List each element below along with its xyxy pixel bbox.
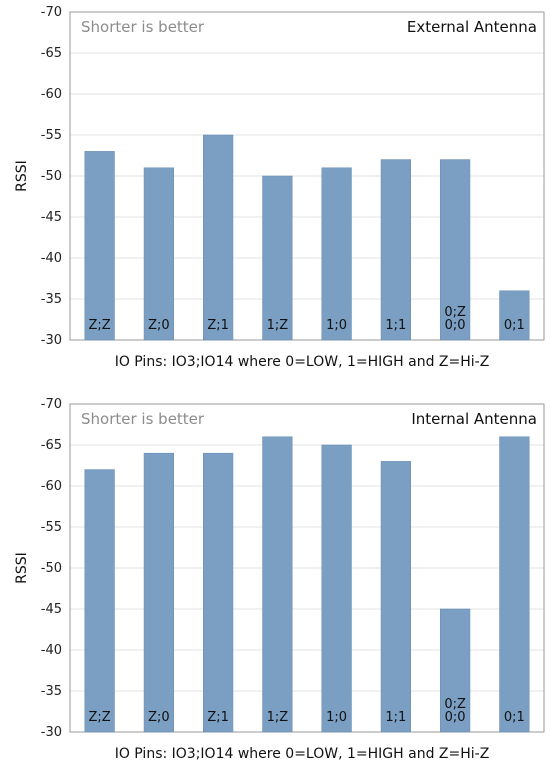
chart-1-category-label-6-0: 0;Z (444, 305, 466, 320)
chart-1-bar-6 (440, 159, 471, 341)
chart-1-y-tick-label-7: -35 (41, 292, 62, 307)
chart-1-y-tick-label-2: -60 (41, 87, 62, 102)
chart-1-y-tick-label-1: -65 (41, 46, 62, 61)
chart-1-category-label-5: 1;1 (385, 318, 406, 333)
chart-2-title: Internal Antenna (411, 410, 537, 428)
chart-2-y-tick-label-0: -70 (41, 397, 62, 412)
chart-2-bar-0 (84, 469, 115, 733)
chart-2-category-label-6-0: 0;Z (444, 697, 466, 712)
chart-2-category-label-4: 1;0 (326, 710, 347, 725)
chart-1-bar-3 (262, 175, 293, 341)
chart-2-y-tick-label-2: -60 (41, 479, 62, 494)
chart-2-bar-6 (440, 608, 471, 733)
chart-1-bar-0 (84, 151, 115, 341)
chart-2-category-label-1: Z;0 (148, 710, 170, 725)
chart-1-category-label-7: 0;1 (504, 318, 525, 333)
chart-1-category-label-6-1: 0;0 (445, 318, 466, 333)
chart-2-x-axis-title: IO Pins: IO3;IO14 where 0=LOW, 1=HIGH an… (115, 746, 490, 762)
chart-2-plot-frame (69, 403, 545, 733)
chart-1-category-label-0: Z;Z (89, 318, 111, 333)
chart-1-y-tick-label-6: -40 (41, 251, 62, 266)
chart-1-bar-2 (203, 134, 234, 341)
chart-1-bar-7 (499, 290, 530, 341)
chart-2-category-label-5: 1;1 (385, 710, 406, 725)
chart-1-category-label-2: Z;1 (207, 318, 229, 333)
chart-2-y-tick-label-7: -35 (41, 684, 62, 699)
chart-1-note: Shorter is better (81, 18, 205, 36)
chart-2-y-tick-label-6: -40 (41, 643, 62, 658)
chart-2-y-axis-title: RSSI (14, 552, 30, 584)
chart-1-category-label-4: 1;0 (326, 318, 347, 333)
chart-1-x-axis-title: IO Pins: IO3;IO14 where 0=LOW, 1=HIGH an… (115, 354, 490, 370)
chart-1-y-tick-label-3: -55 (41, 128, 62, 143)
chart-2-y-tick-label-5: -45 (41, 602, 62, 617)
chart-2-bar-7 (499, 436, 530, 733)
chart-1-y-tick-label-8: -30 (41, 333, 62, 348)
chart-1-category-label-1: Z;0 (148, 318, 170, 333)
chart-2-bar-4 (321, 444, 352, 733)
chart-2-bar-1 (143, 452, 174, 733)
chart-2-category-label-7: 0;1 (504, 710, 525, 725)
chart-1-y-tick-label-0: -70 (41, 5, 62, 20)
chart-2-bar-2 (203, 452, 234, 733)
chart-1-title: External Antenna (407, 18, 537, 36)
chart-2-y-tick-label-8: -30 (41, 725, 62, 740)
chart-2-category-label-2: Z;1 (207, 710, 229, 725)
chart-1-bar-5 (380, 159, 411, 341)
chart-1-y-axis-title: RSSI (14, 160, 30, 192)
chart-2-y-tick-label-1: -65 (41, 438, 62, 453)
chart-1-bar-1 (143, 167, 174, 341)
chart-2-category-label-0: Z;Z (89, 710, 111, 725)
chart-1-y-tick-label-5: -45 (41, 210, 62, 225)
chart-1-y-tick-label-4: -50 (41, 169, 62, 184)
chart-1-category-label-3: 1;Z (267, 318, 289, 333)
chart-2-category-label-6-1: 0;0 (445, 710, 466, 725)
chart-2-bar-3 (262, 436, 293, 733)
chart-1-bar-4 (321, 167, 352, 341)
chart-2-bar-5 (380, 461, 411, 733)
chart-2-category-label-3: 1;Z (267, 710, 289, 725)
chart-2-y-tick-label-3: -55 (41, 520, 62, 535)
chart-2-note: Shorter is better (81, 410, 205, 428)
chart-1-plot-frame (69, 11, 545, 341)
chart-2-y-tick-label-4: -50 (41, 561, 62, 576)
